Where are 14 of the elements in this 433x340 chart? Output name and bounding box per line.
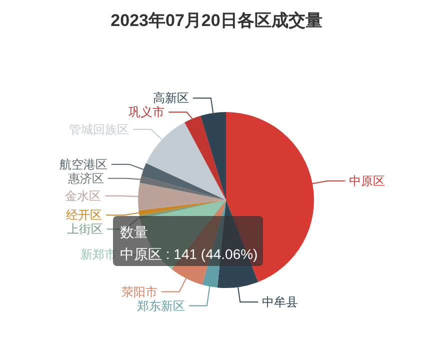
slice-label: 惠济区 [66, 171, 104, 186]
slice-label: 上街区 [66, 222, 103, 236]
slice-label: 经开区 [66, 208, 102, 222]
slice-label: 中原区 [349, 174, 386, 188]
slice-label: 金水区 [65, 188, 102, 203]
slice-label: 荥阳市 [121, 284, 158, 299]
slice-label: 航空港区 [59, 157, 108, 172]
slice-label: 郑东新区 [136, 298, 185, 313]
chart-title: 2023年07月20日各区成交量 [110, 11, 322, 30]
slice-label: 管城回族区 [69, 122, 130, 136]
tooltip: 数量 中原区 : 141 (44.06%) [113, 216, 263, 266]
slice-label: 高新区 [152, 91, 189, 106]
slice-label: 巩义市 [128, 105, 165, 120]
slice-label: 中牟县 [262, 295, 298, 310]
